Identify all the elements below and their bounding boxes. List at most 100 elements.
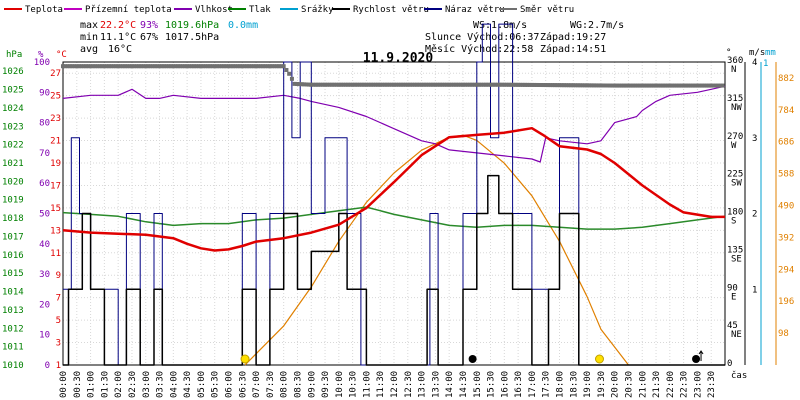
wind-direction-point — [640, 83, 645, 88]
temp-tick-label: 9 — [56, 271, 61, 281]
legend-label: Tlak — [249, 5, 271, 15]
wind-direction-point — [352, 82, 357, 87]
wind-direction-point — [541, 83, 546, 88]
wind-direction-point — [660, 83, 665, 88]
wind-direction-point — [249, 64, 254, 69]
wind-direction-point — [467, 82, 472, 87]
wind-direction-point — [580, 83, 585, 88]
wind-direction-point — [208, 64, 213, 69]
time-tick-label: 23:00 — [693, 371, 703, 398]
wind-direction-point — [201, 64, 206, 69]
time-tick-label: 14:30 — [459, 371, 469, 398]
hum-tick-label: 30 — [39, 270, 50, 280]
wind-direction-point — [451, 82, 456, 87]
wind-direction-point — [129, 64, 134, 69]
wind-direction-point — [215, 64, 220, 69]
wind-direction-point — [164, 64, 169, 69]
dir-tick-label: 315 — [727, 94, 743, 104]
wind-direction-point — [185, 64, 190, 69]
wind-direction-point — [274, 64, 279, 69]
wind-direction-point — [564, 83, 569, 88]
wind-direction-point — [90, 64, 95, 69]
time-tick-label: 02:30 — [128, 371, 138, 398]
wind-direction-point — [534, 82, 539, 87]
press-tick-label: 1010 — [2, 361, 24, 371]
time-tick-label: 16:30 — [514, 371, 524, 398]
wind-direction-point — [88, 64, 93, 69]
sun-set-info: Západ:19:27 — [540, 31, 606, 43]
time-tick-label: 22:30 — [680, 371, 690, 398]
wind-direction-point — [518, 82, 523, 87]
temp-tick-label: 19 — [50, 159, 61, 169]
wind-direction-point — [150, 64, 155, 69]
wind-direction-point — [79, 64, 84, 69]
wind-direction-point — [198, 64, 203, 69]
wind-direction-point — [256, 64, 261, 69]
wind-direction-point — [493, 82, 498, 87]
wind-direction-point — [325, 82, 330, 87]
wind-direction-point — [624, 83, 629, 88]
wind-direction-point — [100, 64, 105, 69]
series — [61, 23, 726, 366]
wind-direction-point — [704, 83, 709, 88]
wind-direction-point — [187, 64, 192, 69]
wind-direction-point — [143, 64, 148, 69]
time-tick-label: 18:30 — [569, 371, 579, 398]
wind-direction-point — [527, 82, 532, 87]
wind-direction-point — [387, 82, 392, 87]
wind-direction-point — [585, 83, 590, 88]
info-block: WS:1.8m/s WG:2.7m/s Slunce Východ:06:37 … — [425, 20, 624, 55]
wind-direction-point — [228, 64, 233, 69]
press-tick-label: 1011 — [2, 343, 24, 353]
wind-speed-info: WS:1.8m/s — [473, 20, 527, 31]
wind-direction-point — [546, 83, 551, 88]
wind-gust-info: WG:2.7m/s — [570, 20, 624, 31]
wind-direction-point — [139, 64, 144, 69]
time-tick-label: 08:00 — [280, 371, 290, 398]
wind-direction-point — [490, 82, 495, 87]
solar-tick-label: 882 — [778, 74, 794, 84]
legend-label: Přízemní teplota — [85, 5, 172, 15]
wind-direction-point — [718, 83, 723, 88]
wind-direction-point — [380, 82, 385, 87]
wind-direction-point — [120, 64, 125, 69]
wind-direction-point — [320, 82, 325, 87]
wind-direction-point — [346, 82, 351, 87]
stat-max-rain: 0.0mm — [228, 20, 258, 31]
time-tick-label: 06:30 — [238, 371, 248, 398]
legend-label: Teplota — [25, 5, 63, 15]
wind-direction-point — [237, 64, 242, 69]
dir-tick-compass: S — [731, 217, 736, 227]
wind-direction-point — [594, 83, 599, 88]
wind-direction-point — [608, 83, 613, 88]
wind-direction-point — [683, 83, 688, 88]
wind-direction-point — [70, 64, 75, 69]
wind-direction-point — [132, 64, 137, 69]
wind-direction-point — [189, 64, 194, 69]
press-tick-label: 1016 — [2, 251, 24, 261]
wind-direction-point — [681, 83, 686, 88]
wind-direction-point — [292, 81, 297, 86]
wind-direction-point — [279, 64, 284, 69]
wind-direction-point — [552, 83, 557, 88]
wind-direction-point — [240, 64, 245, 69]
time-tick-label: 01:30 — [100, 371, 110, 398]
wind-direction-point — [95, 64, 100, 69]
wind-direction-point — [571, 83, 576, 88]
wind-direction-point — [169, 64, 174, 69]
hum-tick-label: 90 — [39, 88, 50, 98]
wind-tick-label: 3 — [752, 134, 757, 144]
hum-tick-label: 80 — [39, 119, 50, 129]
wind-direction-point — [306, 82, 311, 87]
wind-direction-point — [81, 64, 86, 69]
dir-tick-compass: NW — [731, 103, 742, 113]
wind-direction-point — [297, 82, 302, 87]
wind-direction-point — [382, 82, 387, 87]
wind-direction-point — [633, 83, 638, 88]
wind-direction-point — [444, 82, 449, 87]
wind-direction-point — [339, 82, 344, 87]
wind-direction-point — [309, 82, 314, 87]
wind-direction-point — [118, 64, 123, 69]
wind-direction-point — [244, 64, 249, 69]
wind-direction-point — [548, 83, 553, 88]
